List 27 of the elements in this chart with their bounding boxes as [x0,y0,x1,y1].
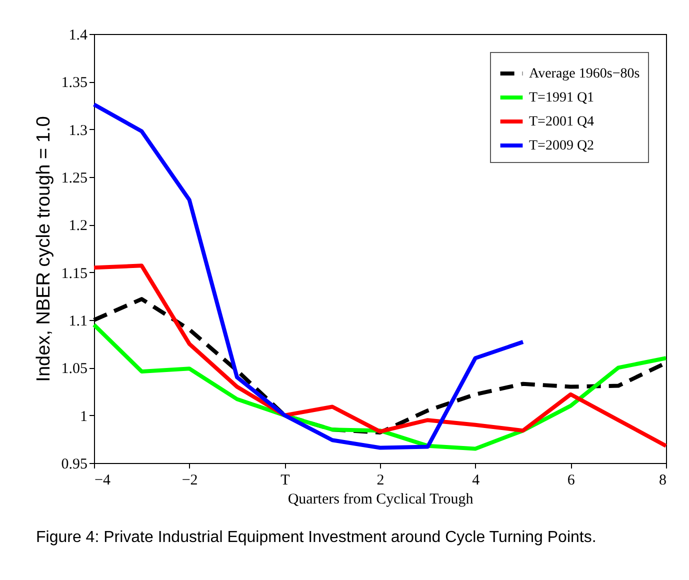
y-tick-label: 1.05 [61,361,88,378]
x-tick-label: 2 [376,472,384,488]
line-series [92,264,668,448]
x-tick-label: −2 [182,472,198,488]
x-tick-label: −4 [94,472,111,488]
x-tick-label: 6 [567,472,576,488]
caption: Figure 4: Private Industrial Equipment Investment around Cycle Turning Points. [36,528,598,548]
legend-label: T=2001 Q4 [529,114,594,130]
x-tick-label: 4 [472,472,480,488]
y-tick-label: 0.95 [61,456,88,472]
legend-label: T=1991 Q1 [529,90,594,106]
y-tick-label: 1.1 [68,314,88,330]
x-tick-label: T [280,472,290,488]
y-tick-label: 1.25 [61,170,88,186]
y-tick-label: 1 [80,408,88,425]
y-tick-label: 1.35 [61,75,88,92]
y-tick-label: 1.15 [61,266,88,282]
y-tick-label: 1.3 [68,122,88,139]
y-axis-title: Index, NBER cycle trough = 1.0 [33,116,54,382]
x-axis-title: Quarters from Cyclical Trough [288,492,474,508]
y-tick-label: 1.4 [68,28,88,44]
legend-label: T=2009 Q2 [529,138,594,154]
y-tick-label: 1.2 [68,218,88,234]
line-series [92,322,668,451]
legend-label: Average 1960s−80s [529,66,640,82]
line-series [92,102,525,450]
x-tick-label: 8 [659,472,666,488]
